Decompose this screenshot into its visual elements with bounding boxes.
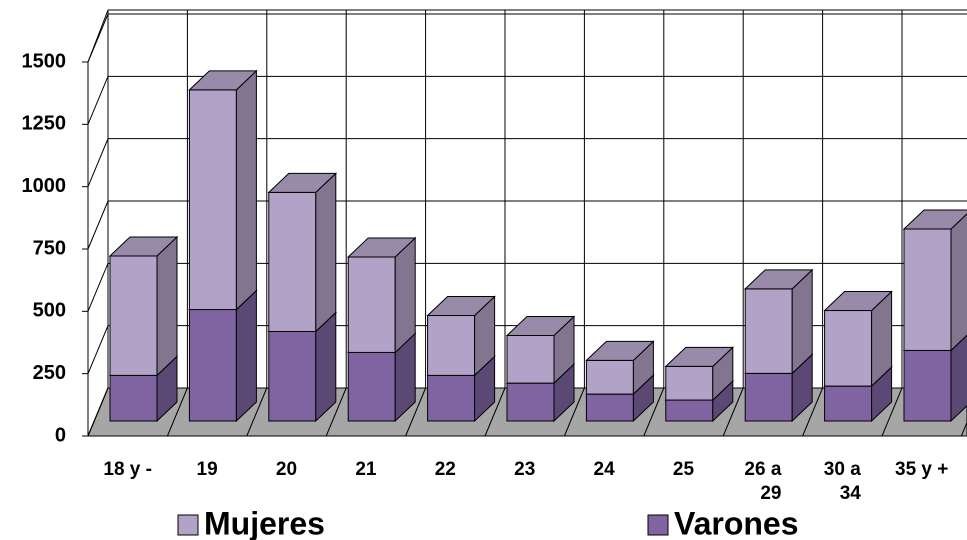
bar-front [347, 351, 396, 422]
grid-line [87, 138, 967, 187]
floor-divider [246, 387, 268, 437]
grid-line [87, 262, 967, 312]
bar-side [394, 236, 416, 354]
bar [108, 235, 179, 377]
x-tick-label: 35 y + [895, 459, 948, 480]
floor-divider [166, 387, 188, 437]
y-tick-label: 250 [33, 362, 66, 384]
legend-label: Varones [674, 505, 799, 540]
y-tick-label: 0 [55, 424, 66, 446]
bar-side [235, 289, 257, 423]
x-tick-label-line: 34 [840, 483, 862, 504]
bar-top [108, 236, 179, 257]
bar-front [824, 310, 873, 387]
bar-front [903, 349, 952, 422]
bar-top [664, 346, 735, 367]
bar-top [505, 315, 576, 336]
y-tick-label: 1250 [22, 113, 67, 135]
x-tick-label: 20 [276, 459, 297, 480]
x-tick-label-line: 30 a [824, 459, 861, 480]
bar-side [235, 69, 257, 311]
bar-front [585, 393, 634, 422]
floor-divider [960, 421, 967, 437]
bar [426, 295, 496, 377]
bar-top [188, 70, 258, 91]
bar-side [950, 213, 967, 352]
bar-front [665, 399, 714, 422]
bar [505, 315, 576, 385]
floor-divider [881, 387, 903, 437]
x-tick-label: 22 [435, 459, 456, 480]
grid-line [87, 75, 967, 125]
bar-top [426, 296, 496, 317]
grid-line [87, 325, 967, 374]
y-tick-label: 1500 [22, 50, 67, 72]
side-wall [87, 9, 109, 437]
x-tick-label: 26 a 29 [744, 459, 781, 504]
bar [902, 209, 967, 352]
floor-divider [325, 387, 347, 437]
bar-front [109, 374, 158, 422]
legend-label: Mujeres [204, 505, 325, 540]
legend-swatch [647, 514, 669, 536]
bar-side [156, 235, 178, 377]
bar-top [902, 209, 967, 230]
floor-divider [405, 387, 427, 437]
y-tick-label: 1000 [22, 175, 67, 197]
bar-front [824, 385, 873, 422]
legend-swatch [177, 514, 199, 536]
bar-front [347, 256, 396, 353]
bar-front [665, 365, 714, 401]
bar-top [346, 237, 417, 258]
bar-front [744, 288, 793, 374]
floor-divider [802, 387, 824, 437]
floor-divider [563, 387, 585, 437]
floor-divider [722, 387, 744, 437]
y-tick-label: 750 [33, 237, 66, 259]
y-tick-label: 500 [33, 300, 66, 322]
bar-front [903, 228, 952, 351]
x-tick-label: 24 [594, 459, 616, 480]
bar-top [743, 269, 814, 290]
bar-front [188, 89, 237, 311]
x-tick-label-line: 29 [760, 483, 781, 504]
bar [664, 346, 735, 402]
bar-top [585, 340, 655, 361]
x-tick-label: 30 a 34 [824, 459, 861, 504]
bar [188, 69, 258, 311]
bar [585, 340, 655, 396]
bar-top [267, 172, 338, 193]
bar [823, 290, 893, 388]
floor-divider [484, 387, 506, 437]
bar-front [268, 330, 317, 422]
bar-front [427, 374, 476, 422]
floor-divider [643, 387, 665, 437]
x-tick-label: 21 [355, 459, 377, 480]
bar-side [315, 172, 337, 333]
bar-front [188, 309, 237, 422]
x-tick-label: 23 [514, 459, 535, 480]
grid-line [87, 200, 967, 250]
bar-front [744, 372, 793, 422]
bar [188, 289, 258, 423]
x-tick-label: 25 [673, 459, 695, 480]
bar [743, 268, 814, 375]
bar-front [427, 315, 476, 376]
bar-front [585, 359, 634, 395]
bar-front [268, 191, 317, 332]
grid-line [87, 13, 967, 63]
x-tick-label: 19 [197, 459, 218, 480]
bar [346, 236, 417, 354]
bar-front [109, 255, 158, 376]
x-tick-label: 18 y - [103, 459, 152, 480]
bar [267, 172, 338, 333]
bar-top [823, 291, 893, 312]
bar-front [506, 382, 555, 422]
x-tick-label-line: 26 a [744, 459, 781, 480]
bar-front [506, 334, 555, 384]
